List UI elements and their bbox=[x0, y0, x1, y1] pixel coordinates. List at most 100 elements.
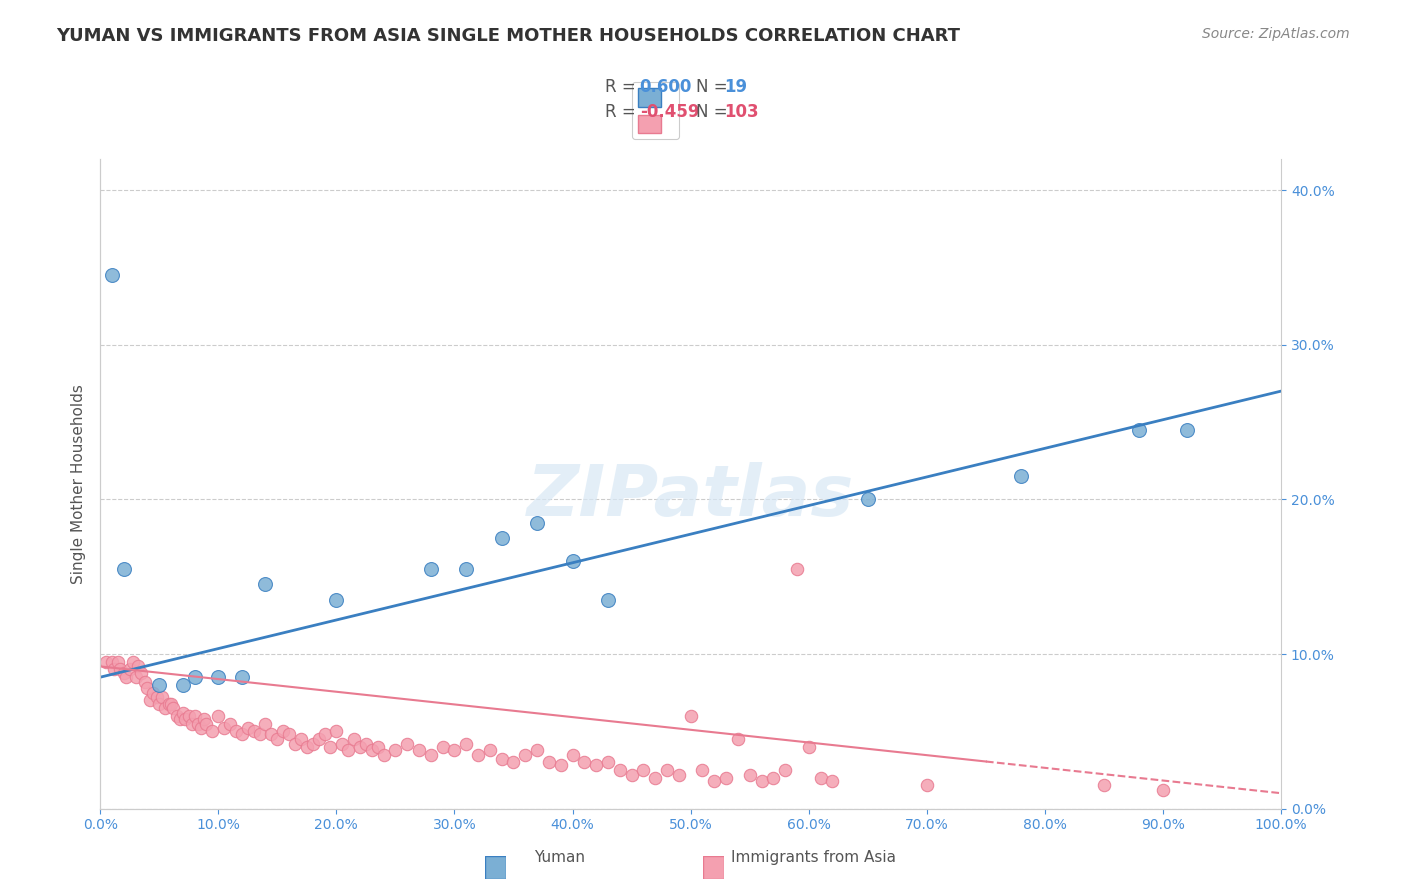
Point bbox=[1128, 423, 1150, 437]
Point bbox=[786, 562, 808, 576]
Point bbox=[526, 743, 548, 757]
Point bbox=[692, 763, 714, 777]
Point bbox=[325, 593, 347, 607]
Point bbox=[290, 732, 312, 747]
Text: 0.600: 0.600 bbox=[640, 78, 692, 96]
Point bbox=[254, 577, 277, 591]
Point bbox=[319, 739, 342, 754]
Text: -0.459: -0.459 bbox=[640, 103, 699, 120]
Point bbox=[207, 670, 229, 684]
Point bbox=[679, 709, 702, 723]
Point bbox=[550, 758, 572, 772]
Text: 19: 19 bbox=[724, 78, 747, 96]
Point bbox=[212, 721, 235, 735]
Point bbox=[146, 690, 169, 705]
Point bbox=[856, 492, 879, 507]
Point bbox=[773, 763, 796, 777]
Point bbox=[644, 771, 666, 785]
Point bbox=[633, 763, 655, 777]
Text: N =: N = bbox=[696, 78, 733, 96]
Point bbox=[295, 739, 318, 754]
Text: R =: R = bbox=[605, 78, 641, 96]
Point bbox=[236, 721, 259, 735]
Point bbox=[134, 674, 156, 689]
Point bbox=[174, 712, 197, 726]
Text: YUMAN VS IMMIGRANTS FROM ASIA SINGLE MOTHER HOUSEHOLDS CORRELATION CHART: YUMAN VS IMMIGRANTS FROM ASIA SINGLE MOT… bbox=[56, 27, 960, 45]
Point bbox=[195, 716, 218, 731]
Point bbox=[308, 732, 330, 747]
Point bbox=[112, 562, 135, 576]
Point bbox=[166, 709, 188, 723]
Point bbox=[620, 767, 643, 781]
Point bbox=[561, 747, 583, 762]
Point bbox=[432, 739, 454, 754]
Point bbox=[349, 739, 371, 754]
Point bbox=[655, 763, 678, 777]
Point bbox=[136, 681, 159, 695]
Point bbox=[668, 767, 690, 781]
Point bbox=[231, 670, 253, 684]
Point bbox=[266, 732, 288, 747]
Point bbox=[491, 752, 513, 766]
Point bbox=[821, 773, 844, 788]
Text: N =: N = bbox=[696, 103, 733, 120]
Point bbox=[596, 593, 619, 607]
Point bbox=[207, 709, 229, 723]
Point bbox=[183, 670, 205, 684]
Point bbox=[314, 727, 336, 741]
Point bbox=[367, 739, 389, 754]
Point bbox=[467, 747, 489, 762]
Point bbox=[419, 747, 441, 762]
Text: R =: R = bbox=[605, 103, 641, 120]
Point bbox=[172, 678, 194, 692]
Point bbox=[360, 743, 382, 757]
Point bbox=[330, 737, 353, 751]
Point bbox=[456, 562, 478, 576]
Point bbox=[408, 743, 430, 757]
Point bbox=[162, 701, 184, 715]
Point bbox=[738, 767, 761, 781]
Point bbox=[127, 659, 149, 673]
Point bbox=[138, 693, 160, 707]
Point bbox=[148, 697, 170, 711]
Point bbox=[301, 737, 323, 751]
Point bbox=[112, 665, 135, 680]
Point bbox=[797, 739, 820, 754]
Point bbox=[190, 721, 212, 735]
Point bbox=[108, 663, 131, 677]
Point bbox=[242, 724, 264, 739]
Point bbox=[325, 724, 347, 739]
Point bbox=[201, 724, 224, 739]
Point bbox=[219, 716, 242, 731]
Text: ZIPatlas: ZIPatlas bbox=[527, 462, 855, 532]
Point bbox=[284, 737, 307, 751]
Point bbox=[131, 665, 153, 680]
Point bbox=[260, 727, 283, 741]
Text: Source: ZipAtlas.com: Source: ZipAtlas.com bbox=[1202, 27, 1350, 41]
Point bbox=[148, 678, 170, 692]
Point bbox=[107, 655, 129, 669]
Point bbox=[172, 706, 194, 720]
Point bbox=[373, 747, 395, 762]
Point bbox=[354, 737, 377, 751]
Point bbox=[160, 697, 183, 711]
Point bbox=[101, 268, 124, 282]
Point bbox=[278, 727, 301, 741]
Point bbox=[122, 655, 145, 669]
Point bbox=[762, 771, 785, 785]
Point bbox=[1092, 779, 1115, 793]
Point bbox=[254, 716, 277, 731]
Point bbox=[502, 756, 524, 770]
Point bbox=[142, 686, 165, 700]
Point bbox=[561, 554, 583, 568]
Point bbox=[1175, 423, 1198, 437]
Text: Immigrants from Asia: Immigrants from Asia bbox=[731, 850, 896, 865]
Point bbox=[124, 670, 146, 684]
Point bbox=[183, 709, 205, 723]
Point bbox=[343, 732, 366, 747]
Legend: , : , bbox=[631, 82, 679, 139]
Point bbox=[337, 743, 360, 757]
Point bbox=[703, 773, 725, 788]
Point bbox=[1010, 469, 1032, 483]
Point bbox=[396, 737, 419, 751]
